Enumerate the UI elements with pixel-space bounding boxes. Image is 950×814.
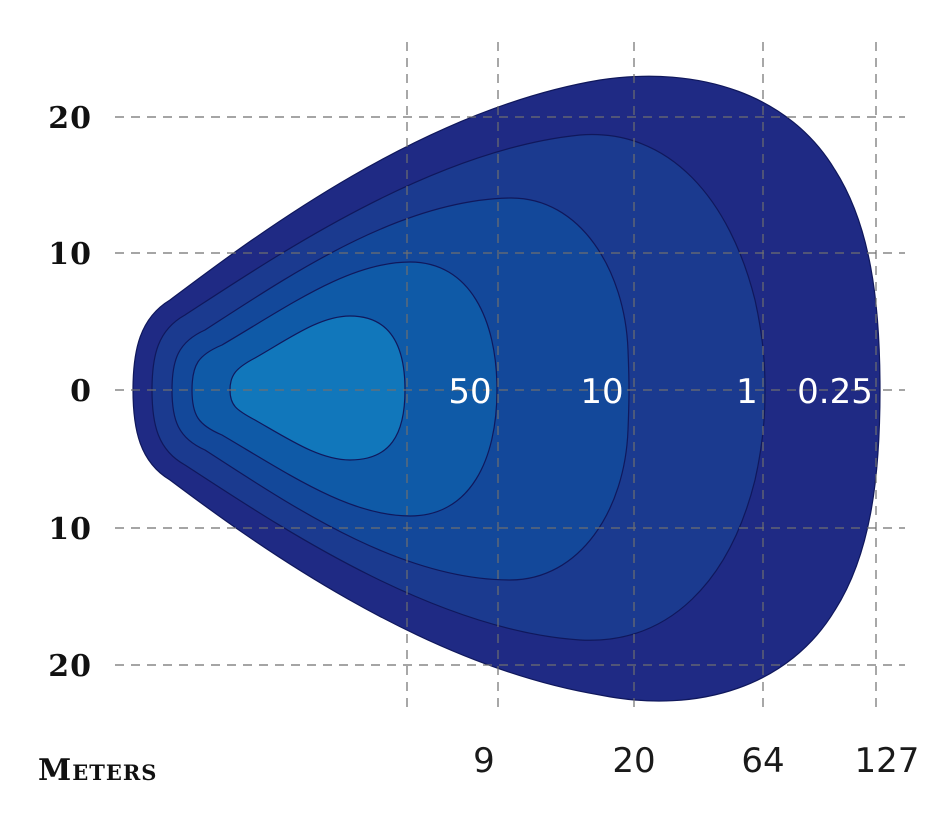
- y-tick-label: 10: [48, 237, 92, 272]
- contour-value-label: 50: [448, 372, 491, 412]
- labels: 20 10 0 10 20 9 20 64 127 0.25 1 10 50 Meters: [38, 101, 919, 788]
- y-tick-label: 20: [48, 101, 92, 136]
- contour-value-label: 0.25: [797, 372, 873, 412]
- x-tick-label: 20: [612, 741, 655, 781]
- y-tick-label: 0: [70, 374, 92, 409]
- grid-lines: [115, 42, 905, 707]
- x-tick-label: 127: [855, 741, 920, 781]
- x-tick-label: 64: [741, 741, 784, 781]
- contour-value-label: 10: [580, 372, 623, 412]
- y-tick-label: 20: [48, 649, 92, 684]
- y-tick-label: 10: [48, 512, 92, 547]
- contour-value-label: 1: [736, 372, 758, 412]
- x-tick-label: 9: [473, 741, 495, 781]
- contour-areas: [132, 75, 881, 702]
- x-axis-title: Meters: [38, 753, 157, 788]
